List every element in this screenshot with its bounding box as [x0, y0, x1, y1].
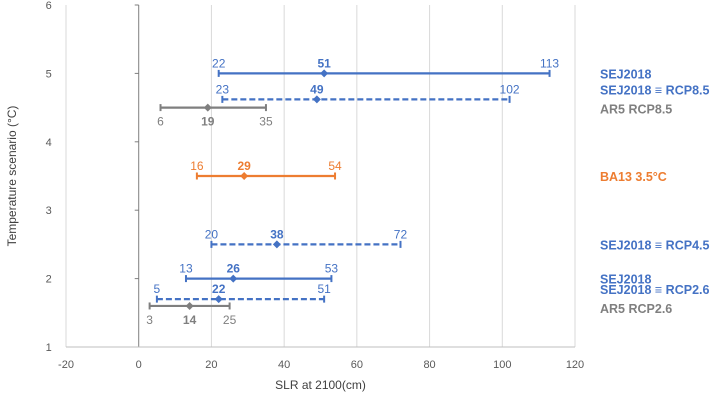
y-tick-label: 5: [46, 68, 52, 80]
median-marker: [203, 103, 212, 112]
range-low-label: 16: [190, 159, 204, 173]
range-series-5: 13 26 53: [179, 262, 338, 283]
y-tick-label: 4: [46, 137, 52, 149]
x-tick-label: 0: [136, 359, 142, 371]
axes: [66, 4, 575, 348]
median-marker: [272, 240, 281, 249]
range-low-label: 5: [154, 282, 161, 296]
y-tick-label: 1: [46, 342, 52, 354]
legend-entry: SEJ2018: [600, 273, 651, 287]
x-tick-label: 120: [566, 359, 584, 371]
range-low-label: 20: [205, 227, 219, 241]
range-series-2: 6 19 35: [157, 103, 273, 129]
legend-entry: SEJ2018 ≡ RCP2.6: [600, 283, 709, 297]
range-low-label: 3: [146, 313, 153, 327]
median-marker: [214, 295, 223, 304]
median-marker: [240, 172, 249, 180]
median-marker: [312, 95, 321, 104]
data-series: 22 51 113 23 49 102 6 19 35 16 29 54 20 38 72 13 26 53 5 22…: [146, 56, 559, 327]
legend: SEJ2018 SEJ2018 ≡ RCP8.5 AR5 RCP8.5 BA13 3.…: [600, 67, 709, 316]
x-tick-label: 100: [493, 359, 511, 371]
x-tick-label: -20: [58, 359, 74, 371]
range-high-label: 53: [325, 262, 339, 276]
y-axis-title: Temperature scenario (°C): [5, 106, 19, 247]
range-mid-label: 29: [237, 159, 251, 173]
x-tick-label: 40: [278, 359, 290, 371]
legend-entry: SEJ2018: [600, 67, 651, 81]
range-series-4: 20 38 72: [205, 227, 408, 249]
range-high-label: 102: [500, 82, 520, 96]
x-tick-label: 80: [423, 359, 435, 371]
range-low-label: 23: [216, 82, 230, 96]
range-high-label: 35: [259, 115, 273, 129]
range-mid-label: 51: [317, 56, 331, 70]
range-series-1: 23 49 102: [216, 82, 520, 104]
range-high-label: 51: [317, 282, 331, 296]
range-low-label: 22: [212, 56, 226, 70]
range-mid-label: 49: [310, 82, 324, 96]
median-marker: [320, 69, 329, 78]
range-series-3: 16 29 54: [190, 159, 342, 180]
range-series-7: 3 14 25: [146, 301, 237, 327]
x-tick-label: 20: [205, 359, 217, 371]
legend-entry: SEJ2018 ≡ RCP4.5: [600, 238, 709, 252]
range-series-0: 22 51 113: [212, 56, 559, 78]
x-axis-title: SLR at 2100(cm): [275, 378, 366, 392]
y-tick-label: 6: [46, 0, 52, 12]
y-tick-label: 3: [46, 205, 52, 217]
range-low-label: 6: [157, 115, 164, 129]
y-tick-label: 2: [46, 274, 52, 286]
range-mid-label: 19: [201, 115, 215, 129]
legend-entry: AR5 RCP2.6: [600, 302, 672, 316]
range-mid-label: 14: [183, 313, 197, 327]
range-high-label: 72: [394, 227, 408, 241]
x-tick-label: 60: [351, 359, 363, 371]
range-high-label: 54: [328, 159, 342, 173]
legend-entry: SEJ2018 ≡ RCP8.5: [600, 83, 709, 97]
range-mid-label: 26: [227, 262, 241, 276]
range-mid-label: 22: [212, 282, 226, 296]
median-marker: [185, 301, 194, 310]
range-high-label: 25: [223, 313, 237, 327]
range-mid-label: 38: [270, 227, 284, 241]
legend-entry: AR5 RCP8.5: [600, 102, 672, 116]
legend-entry: BA13 3.5°C: [600, 170, 667, 184]
range-low-label: 13: [179, 262, 193, 276]
range-series-6: 5 22 51: [154, 282, 331, 304]
median-marker: [229, 274, 238, 283]
range-high-label: 113: [540, 56, 559, 70]
